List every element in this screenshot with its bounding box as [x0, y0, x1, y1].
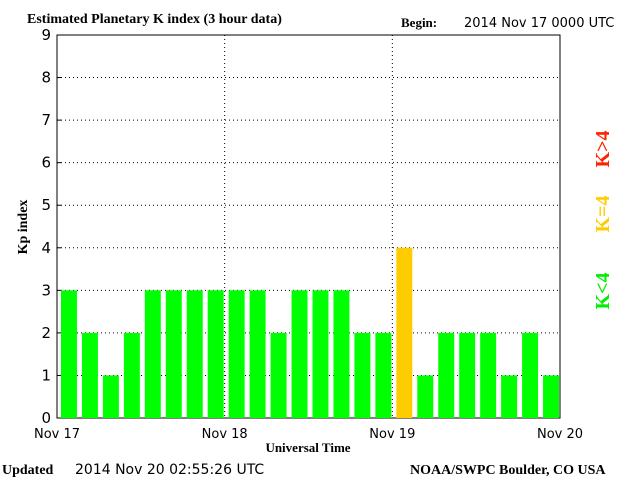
y-tick-label: 5 [41, 196, 51, 214]
kp-bar [438, 332, 455, 418]
y-tick-label: 7 [41, 111, 51, 129]
legend-high: K>4 [592, 131, 614, 168]
y-tick-label: 0 [41, 409, 51, 427]
kp-bar [228, 290, 245, 418]
x-tick-label: Nov 19 [369, 427, 415, 442]
kp-bar [522, 332, 539, 418]
y-tick-label: 2 [41, 324, 51, 342]
kp-bar [207, 290, 224, 418]
x-axis-label: Universal Time [265, 440, 350, 455]
x-tick-label: Nov 20 [537, 427, 583, 442]
y-axis-label: Kp index [16, 200, 31, 255]
y-tick-labels: 0 1 2 3 4 5 6 7 8 9 [41, 26, 61, 427]
updated-value: 2014 Nov 20 02:55:26 UTC [75, 462, 264, 478]
kp-bar [165, 290, 182, 418]
kp-bar [480, 332, 497, 418]
kp-bar [333, 290, 350, 418]
kp-bar [543, 375, 559, 418]
begin-label: Begin: [401, 15, 437, 30]
begin-value: 2014 Nov 17 0000 UTC [464, 16, 614, 31]
y-tick-label: 8 [41, 69, 51, 87]
legend-mid: K=4 [592, 196, 614, 233]
kp-bar [291, 290, 308, 418]
y-tick-label: 1 [41, 366, 51, 384]
kp-bar [270, 332, 287, 418]
x-tick-label: Nov 18 [202, 427, 248, 442]
y-tick-label: 3 [41, 281, 51, 299]
source-credit: NOAA/SWPC Boulder, CO USA [410, 463, 606, 478]
kp-bar [396, 247, 413, 418]
kp-bar [501, 375, 518, 418]
kp-bar [312, 290, 329, 418]
y-tick-label: 6 [41, 154, 51, 172]
kp-bar [186, 290, 203, 418]
legend-low: K<4 [592, 273, 614, 310]
x-tick-labels: Nov 17 Nov 18 Nov 19 Nov 20 [34, 427, 583, 442]
x-tick-label: Nov 17 [34, 427, 80, 442]
y-tick-label: 9 [41, 26, 51, 44]
kp-bar [144, 290, 161, 418]
y-tick-label: 4 [41, 239, 51, 257]
plot-frame [56, 34, 561, 419]
kp-bar [354, 332, 371, 418]
updated-label: Updated [2, 463, 54, 478]
kp-bar [459, 332, 476, 418]
chart-title: Estimated Planetary K index (3 hour data… [27, 12, 282, 27]
kp-bar [417, 375, 434, 418]
kp-bar [249, 290, 266, 418]
kp-bar [81, 332, 98, 418]
kp-bar [123, 332, 140, 418]
bars-group [61, 247, 559, 418]
kp-bar [375, 332, 392, 418]
kp-bar [102, 375, 119, 418]
kp-bar [61, 290, 77, 418]
